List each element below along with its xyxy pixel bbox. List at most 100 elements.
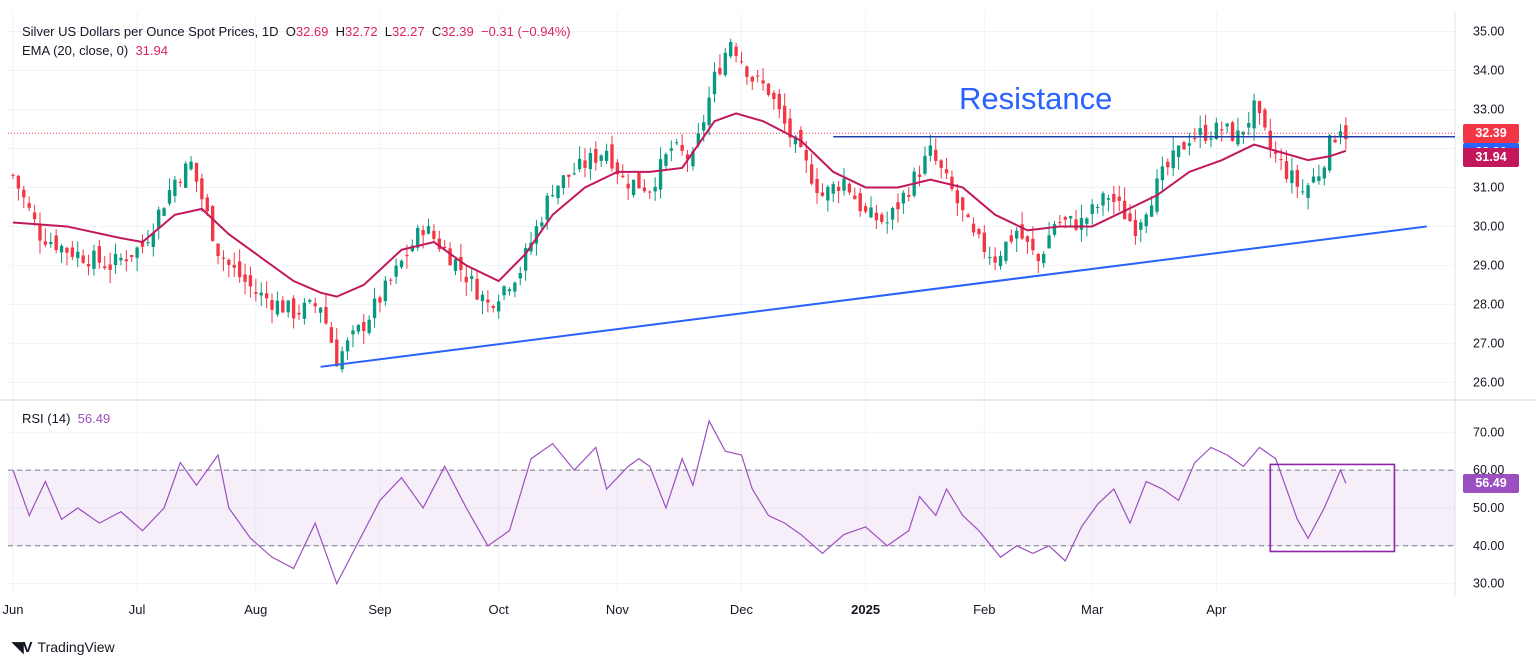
- candle-body: [470, 276, 474, 279]
- candle-body: [561, 175, 566, 189]
- candle-body: [491, 306, 495, 309]
- price-tick-label: 26.00: [1473, 375, 1504, 389]
- candle-body: [1214, 122, 1219, 139]
- resistance-annotation[interactable]: Resistance: [959, 81, 1112, 116]
- candle-body: [880, 214, 884, 222]
- candle-body: [928, 145, 933, 156]
- candle-body: [923, 155, 927, 174]
- candle-body: [232, 264, 236, 268]
- candle-body: [426, 226, 431, 234]
- candle-body: [1149, 205, 1154, 217]
- candle-body: [259, 292, 263, 296]
- brand[interactable]: ◥V TradingView: [12, 638, 115, 656]
- trend-line[interactable]: [320, 225, 1427, 368]
- candle-body: [194, 162, 199, 182]
- candle-body: [556, 185, 560, 199]
- candle-body: [399, 260, 404, 268]
- price-axis[interactable]: 26.0027.0028.0029.0030.0031.0032.0033.00…: [1473, 24, 1504, 389]
- candle-body: [1079, 217, 1084, 230]
- candle-body: [86, 263, 91, 267]
- candle-body: [351, 330, 355, 335]
- candle-body: [43, 241, 48, 245]
- candle-body: [729, 42, 733, 57]
- candle-body: [167, 189, 172, 204]
- time-tick-label: Sep: [368, 602, 391, 617]
- time-axis[interactable]: Jun Jul Aug Sep Oct Nov Dec 2025 Feb Mar Apr: [3, 602, 1228, 617]
- rsi-band: [8, 470, 1455, 546]
- candle-body: [356, 325, 361, 332]
- candle-body: [507, 289, 512, 292]
- candle-body: [831, 184, 835, 194]
- candle-body: [459, 256, 463, 270]
- candle-body: [1101, 193, 1105, 206]
- candle-body: [189, 161, 193, 170]
- candle-body: [863, 206, 868, 212]
- candle-body: [103, 266, 107, 269]
- candle-body: [944, 169, 949, 174]
- candle-body: [1009, 235, 1013, 242]
- open-label: O: [285, 24, 296, 39]
- rsi-tick-label: 40.00: [1473, 539, 1504, 553]
- candle-body: [22, 189, 26, 198]
- candle-body: [264, 293, 269, 299]
- candle-body: [1252, 100, 1256, 129]
- candle-body: [345, 340, 350, 352]
- candle-body: [448, 248, 452, 266]
- candle-body: [718, 67, 722, 75]
- candle-body: [1063, 217, 1067, 220]
- rsi-line: [12, 419, 1347, 586]
- candle-body: [890, 208, 895, 220]
- candle-body: [907, 194, 911, 197]
- low-label: L: [384, 24, 393, 39]
- candle-body: [1068, 216, 1073, 219]
- candle-body: [1198, 128, 1202, 136]
- candle-body: [939, 160, 943, 168]
- rsi-levels: [8, 469, 1455, 547]
- time-tick-label: Mar: [1081, 602, 1104, 617]
- candle-body: [324, 306, 328, 324]
- candle-body: [653, 186, 657, 192]
- candle-body: [248, 275, 253, 287]
- candle-body: [178, 181, 182, 183]
- candle-body: [588, 152, 593, 170]
- candle-body: [615, 162, 620, 175]
- candle-body: [1328, 135, 1332, 171]
- price-tick-label: 29.00: [1473, 258, 1504, 272]
- candle-body: [1225, 123, 1229, 127]
- price-tick-label: 33.00: [1473, 102, 1504, 116]
- candle-body: [734, 46, 738, 56]
- candle-body: [113, 253, 118, 265]
- time-tick-label: Aug: [244, 602, 267, 617]
- candle-body: [237, 261, 242, 278]
- candle-body: [1171, 150, 1175, 169]
- rsi-highlight-box[interactable]: [1269, 463, 1396, 553]
- ema-badge: 31.94: [1463, 148, 1519, 168]
- close-label: C: [431, 24, 442, 39]
- candle-body: [934, 149, 938, 161]
- candle-body: [826, 186, 830, 201]
- candle-body: [421, 229, 425, 236]
- candle-body: [874, 212, 879, 221]
- time-tick-label: Jun: [3, 602, 24, 617]
- candle-body: [869, 207, 873, 218]
- candle-body: [1020, 224, 1024, 239]
- candle-body: [782, 105, 787, 124]
- candle-body: [1052, 224, 1057, 235]
- candle-body: [513, 282, 517, 292]
- candle-body: [1333, 139, 1337, 143]
- candle-body: [480, 294, 485, 302]
- candle-body: [540, 222, 544, 227]
- candle-body: [594, 148, 598, 163]
- candle-body: [405, 254, 409, 257]
- candle-body: [335, 339, 339, 367]
- candle-body: [16, 175, 21, 189]
- candle-body: [464, 276, 468, 283]
- candle-body: [394, 265, 398, 277]
- candle-body: [1106, 198, 1111, 200]
- rsi-axis[interactable]: 30.00 40.00 50.00 60.00 70.00: [1473, 425, 1504, 590]
- candle-body: [11, 174, 15, 176]
- price-tick-label: 35.00: [1473, 24, 1504, 38]
- candle-body: [971, 223, 976, 233]
- price-tick-label: 28.00: [1473, 297, 1504, 311]
